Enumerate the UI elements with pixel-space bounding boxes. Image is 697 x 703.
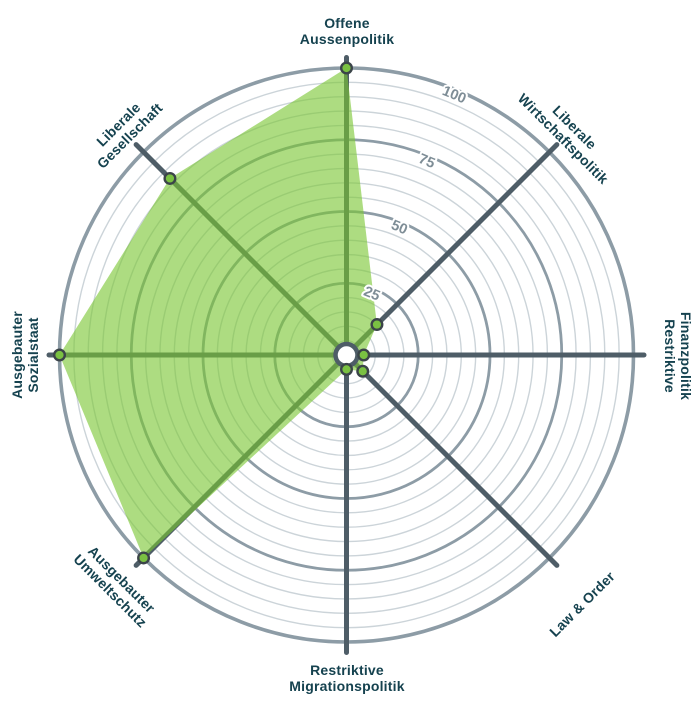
- data-point-restriktive-migrationspolitik[interactable]: [340, 362, 354, 376]
- axis-label-line: Restriktive: [662, 319, 678, 393]
- axis-spoke-law-und-order: [351, 360, 560, 568]
- profile-polygon: [59, 68, 377, 558]
- data-point-liberale-gesellschaft[interactable]: [163, 171, 177, 185]
- scale-tick-75: 75: [416, 151, 437, 172]
- center-hole: [333, 341, 360, 369]
- data-point-law-und-order[interactable]: [356, 364, 370, 378]
- axis-label-line: Finanzpolitik: [678, 311, 694, 401]
- scale-tick-50: 50: [389, 217, 410, 238]
- data-point-offene-aussenpolitik[interactable]: [340, 61, 354, 75]
- axis-label-line: Sozialstaat: [25, 317, 41, 393]
- axis-label-line: Aussenpolitik: [299, 31, 395, 47]
- axis-label-ausgebauter-sozialstaat: Ausgebauter Sozialstaat: [9, 311, 41, 399]
- axis-label-line: Migrationspolitik: [289, 678, 405, 694]
- scale-tick-100: 100: [440, 83, 468, 107]
- axis-label-line: Ausgebauter: [9, 311, 25, 399]
- axis-label-restriktive-finanzpolitik: Finanzpolitik Restriktive: [662, 312, 694, 400]
- data-point-liberale-wirtschaftspolitik[interactable]: [370, 318, 384, 332]
- axis-label-restriktive-migrationspolitik: Restriktive Migrationspolitik: [289, 662, 404, 694]
- data-point-ausgebauter-sozialstaat[interactable]: [53, 348, 67, 362]
- data-point-ausgebauter-umweltschutz[interactable]: [137, 551, 151, 565]
- data-point-restriktive-finanzpolitik[interactable]: [357, 348, 371, 362]
- axis-label-line: Offene: [324, 15, 370, 31]
- axis-label-line: Restriktive: [310, 662, 384, 678]
- axis-label-offene-aussenpolitik: Offene Aussenpolitik: [300, 15, 394, 47]
- axis-spoke-liberale-wirtschaftspolitik: [351, 142, 560, 350]
